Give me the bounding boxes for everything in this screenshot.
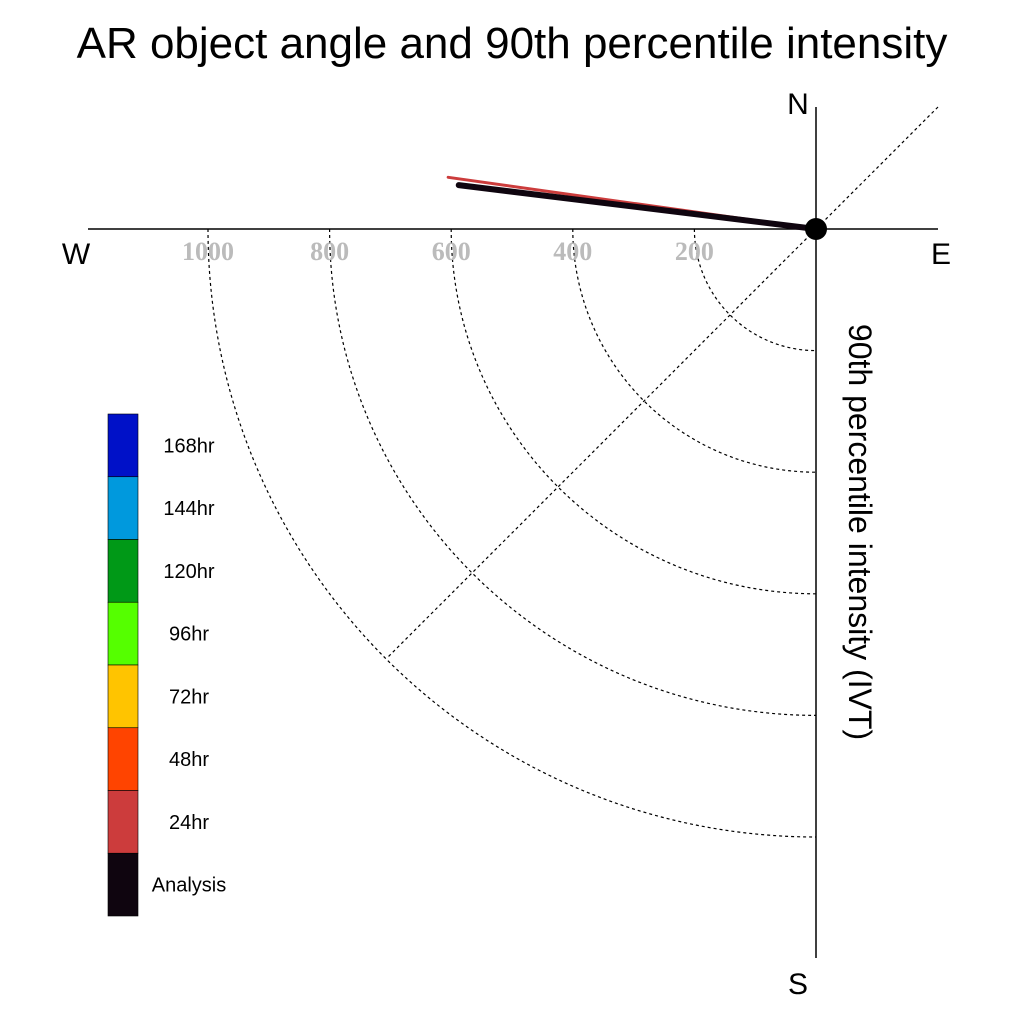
legend-swatch-144hr — [107, 476, 139, 540]
legend: 168hr 144hr 120hr 96hr 72hr 48hr 24hr Analysis — [107, 413, 226, 917]
legend-label-72hr: 72hr — [169, 686, 209, 708]
r-tick-label-800: 800 — [310, 237, 349, 266]
legend-label-24hr: 24hr — [169, 812, 209, 834]
legend-label-96hr: 96hr — [169, 624, 209, 646]
legend-swatch-168hr — [107, 413, 139, 478]
grid-arc-800 — [329, 228, 817, 716]
compass-south: S — [788, 968, 808, 1001]
r-tick-label-1000: 1000 — [182, 237, 234, 266]
series-vector-analysis — [455, 182, 819, 232]
legend-label-144hr: 144hr — [163, 498, 214, 520]
grid — [207, 106, 939, 838]
legend-swatch-120hr — [107, 539, 139, 603]
grid-arc-400 — [572, 228, 817, 473]
radial-axis-label: 90th percentile intensity (IVT) — [842, 324, 878, 740]
compass-west: W — [62, 238, 91, 271]
compass-north: N — [787, 88, 809, 121]
origin-point — [805, 218, 827, 240]
legend-swatch-analysis — [107, 852, 139, 917]
legend-label-analysis: Analysis — [152, 875, 226, 897]
legend-swatch-96hr — [107, 601, 139, 666]
grid-arc-600 — [450, 228, 817, 595]
legend-swatch-48hr — [107, 727, 139, 791]
grid-arc-1000 — [207, 228, 817, 838]
r-tick-label-200: 200 — [675, 237, 714, 266]
legend-label-120hr: 120hr — [163, 561, 214, 583]
legend-label-48hr: 48hr — [169, 749, 209, 771]
legend-swatch-72hr — [107, 664, 139, 729]
grid-arc-200 — [693, 228, 817, 352]
r-tick-label-600: 600 — [432, 237, 471, 266]
grid-diagonal — [387, 106, 939, 658]
legend-label-168hr: 168hr — [163, 435, 214, 457]
compass-east: E — [931, 238, 951, 271]
radial-tick-labels: 200 400 600 800 1000 — [182, 237, 714, 266]
chart-title: AR object angle and 90th percentile inte… — [77, 19, 948, 68]
series — [446, 175, 819, 232]
r-tick-label-400: 400 — [553, 237, 592, 266]
legend-swatch-24hr — [107, 790, 139, 854]
